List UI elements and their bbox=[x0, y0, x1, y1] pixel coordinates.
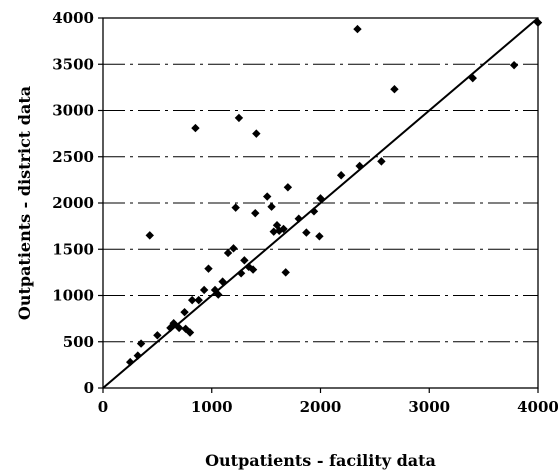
y-tick-label: 500 bbox=[63, 333, 94, 351]
data-point bbox=[153, 331, 162, 340]
data-point bbox=[194, 295, 203, 305]
y-axis-title: Outpatients - district data bbox=[15, 86, 34, 320]
data-point bbox=[390, 85, 399, 94]
data-point bbox=[309, 207, 319, 216]
data-point bbox=[240, 256, 249, 265]
data-point bbox=[315, 232, 324, 241]
data-point bbox=[145, 231, 154, 240]
data-point bbox=[133, 351, 142, 360]
data-point bbox=[336, 171, 346, 180]
data-point bbox=[180, 307, 189, 317]
data-point bbox=[204, 264, 213, 273]
data-point bbox=[281, 268, 290, 277]
x-tick-label: 3000 bbox=[408, 398, 450, 416]
data-point bbox=[251, 208, 260, 218]
x-axis-ticks: 0 1000 2000 3000 4000 bbox=[98, 388, 558, 416]
data-point bbox=[223, 248, 233, 258]
data-point bbox=[279, 224, 288, 234]
data-point bbox=[533, 18, 543, 27]
data-point bbox=[234, 113, 244, 123]
data-point bbox=[125, 357, 135, 367]
data-point bbox=[267, 202, 276, 211]
data-point bbox=[248, 265, 258, 274]
data-point bbox=[174, 323, 184, 333]
data-point bbox=[263, 192, 272, 201]
y-axis-ticks: 0 500 1000 1500 2000 2500 3000 3500 4000 bbox=[52, 9, 103, 397]
data-point bbox=[199, 285, 209, 295]
data-point bbox=[214, 290, 223, 299]
data-point bbox=[294, 214, 303, 223]
data-point bbox=[218, 277, 227, 286]
data-points bbox=[125, 18, 543, 367]
data-point bbox=[274, 226, 284, 235]
x-tick-label: 0 bbox=[98, 398, 108, 416]
data-point bbox=[187, 295, 197, 305]
data-point bbox=[231, 203, 240, 212]
data-point bbox=[283, 183, 293, 192]
data-point bbox=[468, 73, 477, 83]
y-tick-label: 2500 bbox=[52, 148, 94, 166]
data-point bbox=[509, 60, 519, 70]
data-point bbox=[136, 339, 146, 348]
data-point bbox=[377, 157, 386, 166]
data-point bbox=[316, 194, 325, 203]
data-point bbox=[236, 269, 246, 278]
x-tick-label: 2000 bbox=[300, 398, 342, 416]
x-tick-label: 1000 bbox=[191, 398, 233, 416]
data-point bbox=[191, 123, 200, 133]
data-point bbox=[252, 129, 261, 138]
x-tick-label: 4000 bbox=[517, 398, 558, 416]
data-point bbox=[302, 228, 311, 237]
y-tick-label: 2000 bbox=[52, 194, 94, 212]
y-tick-label: 1500 bbox=[52, 240, 94, 258]
data-point bbox=[353, 24, 362, 34]
y-tick-label: 4000 bbox=[52, 9, 94, 27]
y-tick-label: 3000 bbox=[52, 102, 94, 120]
grid-lines bbox=[103, 63, 538, 343]
data-point bbox=[185, 328, 195, 337]
reference-line bbox=[102, 17, 539, 389]
data-point bbox=[169, 319, 178, 328]
data-point bbox=[355, 161, 364, 171]
data-point bbox=[269, 227, 278, 236]
y-tick-label: 1000 bbox=[52, 287, 94, 305]
x-axis-title: Outpatients - facility data bbox=[205, 451, 436, 470]
data-point bbox=[229, 244, 238, 253]
y-tick-label: 0 bbox=[84, 379, 94, 397]
y-tick-label: 3500 bbox=[52, 55, 94, 73]
